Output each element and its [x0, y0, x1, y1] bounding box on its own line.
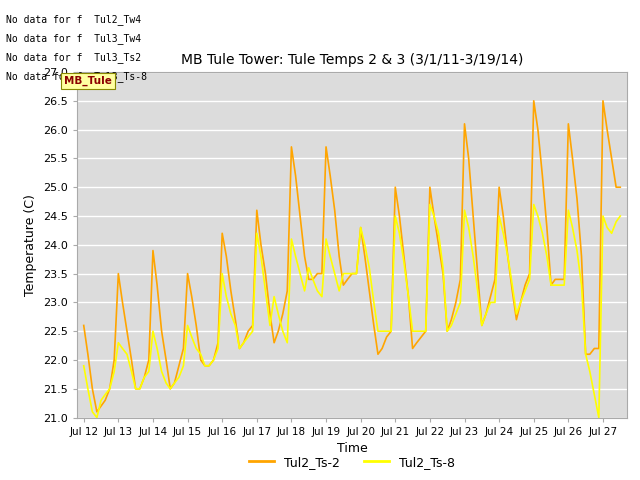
Y-axis label: Temperature (C): Temperature (C) [24, 194, 37, 296]
Tul2_Ts-8 [426, 202, 434, 207]
Tul2_Ts-8 [538, 230, 546, 236]
Tul2_Ts-2 [591, 346, 598, 351]
Tul2_Ts-8 [210, 357, 218, 363]
Title: MB Tule Tower: Tule Temps 2 & 3 (3/1/11-3/19/14): MB Tule Tower: Tule Temps 2 & 3 (3/1/11-… [181, 53, 523, 67]
Tul2_Ts-2 [80, 323, 88, 328]
Tul2_Ts-2 [551, 276, 559, 282]
Tul2_Ts-8 [417, 328, 425, 334]
Text: No data for f  Tul2_Tw4: No data for f Tul2_Tw4 [6, 13, 141, 24]
Text: No data for f  Tul3_Ts2: No data for f Tul3_Ts2 [6, 52, 141, 63]
Text: No data for f  Tul3_Ts-8: No data for f Tul3_Ts-8 [6, 71, 147, 82]
Line: Tul2_Ts-2: Tul2_Ts-2 [84, 101, 620, 412]
X-axis label: Time: Time [337, 442, 367, 455]
Text: No data for f  Tul3_Tw4: No data for f Tul3_Tw4 [6, 33, 141, 44]
Tul2_Ts-2 [210, 357, 218, 363]
Line: Tul2_Ts-8: Tul2_Ts-8 [84, 204, 620, 418]
Tul2_Ts-2 [538, 173, 546, 179]
Tul2_Ts-8 [551, 282, 559, 288]
Tul2_Ts-2 [223, 253, 230, 259]
Tul2_Ts-2 [417, 334, 425, 340]
Tul2_Ts-2 [93, 409, 100, 415]
Legend: Tul2_Ts-2, Tul2_Ts-8: Tul2_Ts-2, Tul2_Ts-8 [244, 451, 460, 474]
Tul2_Ts-8 [616, 213, 624, 219]
Tul2_Ts-2 [616, 184, 624, 190]
Text: MB_Tule: MB_Tule [64, 76, 112, 86]
Tul2_Ts-8 [591, 392, 598, 397]
Tul2_Ts-8 [93, 415, 100, 420]
Tul2_Ts-8 [223, 294, 230, 300]
Tul2_Ts-8 [80, 363, 88, 369]
Tul2_Ts-2 [530, 98, 538, 104]
